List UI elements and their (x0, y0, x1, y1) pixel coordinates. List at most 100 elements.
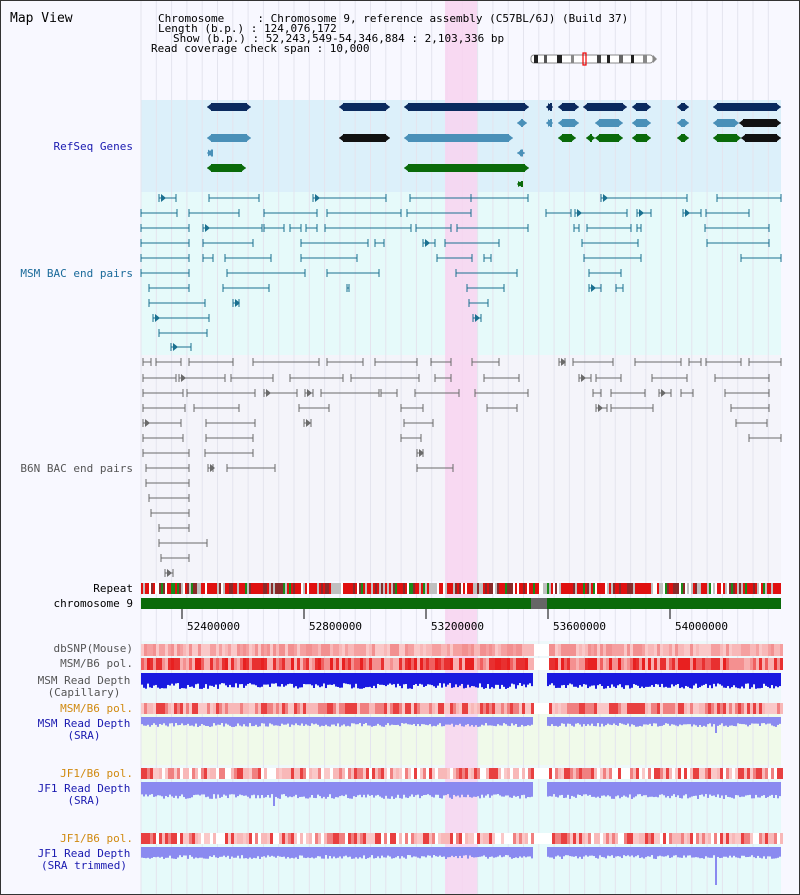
heat-cell (687, 833, 690, 844)
heat-cell (678, 833, 681, 844)
heat-cell (528, 768, 531, 779)
heat-cell (726, 703, 729, 714)
depth-bar (199, 717, 201, 726)
heat-cell (294, 644, 297, 656)
bac-arrow (561, 358, 566, 366)
heat-cell (159, 768, 162, 779)
depth-bar (305, 782, 307, 799)
depth-bar (633, 673, 635, 685)
heat-cell (693, 703, 696, 714)
heat-cell (471, 768, 474, 779)
repeat-mark (701, 583, 703, 594)
depth-bar (373, 673, 375, 686)
heat-cell (324, 768, 327, 779)
depth-bar (597, 717, 599, 724)
depth-bar (677, 782, 679, 796)
depth-bar (765, 717, 767, 725)
heat-cell (474, 644, 477, 656)
depth-bar (283, 673, 285, 687)
heat-cell (195, 833, 198, 844)
depth-bar (347, 673, 349, 685)
track-label-jf1-b6-pol-2: JF1/B6 pol. (60, 832, 133, 845)
heat-cell (780, 644, 783, 656)
repeat-mark (315, 583, 317, 594)
bac-arrow (210, 464, 215, 472)
depth-bar (177, 847, 179, 858)
heat-cell (186, 658, 189, 670)
heat-cell (579, 833, 582, 844)
depth-bar (717, 782, 719, 795)
heat-cell (372, 833, 375, 844)
track-label-msm-b6-pol-2: MSM/B6 pol. (60, 702, 133, 715)
depth-bar (231, 717, 233, 727)
depth-bar (347, 782, 349, 799)
depth-bar (243, 717, 245, 725)
gene-arrow (583, 103, 588, 111)
depth-bar (649, 717, 651, 724)
depth-bar (287, 673, 289, 685)
depth-bar (481, 847, 483, 857)
heat-cell (174, 768, 177, 779)
depth-bar (325, 673, 327, 689)
depth-bar (581, 673, 583, 687)
depth-bar (773, 847, 775, 859)
depth-bar (157, 673, 159, 688)
heat-cell (741, 768, 744, 779)
repeat-mark (221, 583, 223, 594)
depth-bar (567, 717, 569, 724)
heat-cell (678, 703, 681, 714)
repeat-mark (251, 583, 253, 594)
depth-bar (647, 673, 649, 687)
heat-cell (360, 768, 363, 779)
heat-cell (759, 644, 762, 656)
depth-bar (489, 717, 491, 726)
depth-bar (727, 717, 729, 727)
heat-cell (531, 658, 534, 670)
repeat-mark (161, 583, 163, 594)
depth-bar (505, 717, 507, 725)
heat-cell (501, 833, 504, 844)
depth-bar (365, 847, 367, 859)
heat-cell (315, 644, 318, 656)
gene-arrow (677, 119, 682, 127)
heat-gap (540, 768, 543, 779)
depth-bar (379, 717, 381, 726)
heat-cell (726, 833, 729, 844)
heat-cell (477, 768, 480, 779)
heat-cell (519, 703, 522, 714)
heat-cell (570, 833, 573, 844)
heat-cell (363, 703, 366, 714)
depth-bar (631, 673, 633, 688)
heat-cell (432, 644, 435, 656)
depth-bar (565, 847, 567, 856)
heat-cell (261, 833, 264, 844)
depth-bar (151, 847, 153, 858)
heat-cell (558, 703, 561, 714)
chromosome-info: Chromosome : Chromosome 9, reference ass… (158, 12, 629, 25)
depth-bar (359, 847, 361, 858)
depth-bar (179, 673, 181, 689)
ideogram-arrow (653, 55, 657, 63)
heat-cell (486, 768, 489, 779)
heat-cell (621, 658, 624, 670)
depth-bar (289, 717, 291, 727)
depth-bar (439, 717, 441, 724)
depth-bar (599, 717, 601, 727)
heat-cell (609, 833, 612, 844)
heat-gap (537, 658, 540, 670)
depth-bar (569, 717, 571, 724)
depth-bar (557, 847, 559, 856)
depth-bar (779, 782, 781, 797)
repeat-mark (751, 583, 753, 594)
depth-bar (671, 847, 673, 858)
depth-bar (201, 782, 203, 795)
repeat-mark (391, 583, 393, 594)
heat-cell (219, 703, 222, 714)
repeat-mark (677, 583, 679, 594)
heat-cell (417, 703, 420, 714)
depth-bar (255, 847, 257, 859)
depth-bar (451, 717, 453, 724)
heat-gap (546, 644, 549, 656)
heat-cell (246, 703, 249, 714)
depth-bar (397, 782, 399, 795)
